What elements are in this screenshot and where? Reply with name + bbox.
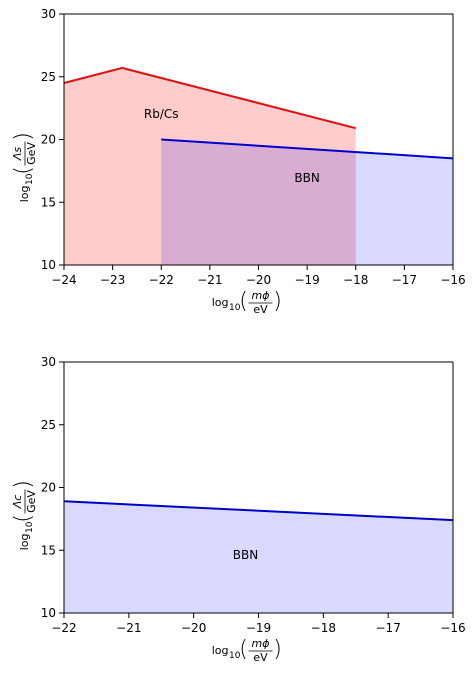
- region-label-rb-cs: Rb/Cs: [144, 107, 179, 121]
- axis-label-paren-left: (: [11, 166, 36, 175]
- axis-label-subscript: 10: [229, 651, 241, 661]
- axis-label-paren-right: ): [273, 289, 282, 314]
- x-tick-label: −22: [51, 621, 76, 635]
- x-tick-label: −19: [246, 621, 271, 635]
- x-tick-label: −24: [51, 273, 76, 287]
- line-bbn: [161, 138, 454, 160]
- axis-label-numerator: Λs: [11, 147, 24, 162]
- x-tick-label: −17: [376, 621, 401, 635]
- y-tick-label: 15: [41, 195, 56, 209]
- y-tick-label: 20: [41, 133, 56, 147]
- x-tick-label: −16: [440, 273, 465, 287]
- y-tick-label: 15: [41, 543, 56, 557]
- y-tick-label: 25: [41, 418, 56, 432]
- axis-label-prefix: log: [212, 644, 229, 657]
- y-tick-label: 20: [41, 481, 56, 495]
- area-bbn: [64, 501, 453, 613]
- axis-label-paren-right: ): [11, 480, 36, 489]
- axis-label-prefix: log: [18, 534, 31, 551]
- area-bbn: [161, 139, 453, 265]
- x-tick-label: −23: [100, 273, 125, 287]
- axis-label-subscript: 10: [25, 173, 35, 185]
- axis-label-paren-left: (: [11, 514, 36, 523]
- x-tick-label: −21: [197, 273, 222, 287]
- x-tick-label: −21: [116, 621, 141, 635]
- axis-label-paren-left: (: [239, 289, 248, 314]
- x-tick-label: −22: [149, 273, 174, 287]
- axis-label-paren-left: (: [239, 637, 248, 662]
- y-tick-label: 30: [41, 355, 56, 369]
- axis-label-denominator: eV: [253, 303, 268, 316]
- region-label-bbn: BBN: [233, 548, 258, 562]
- area-rb-cs: [64, 67, 356, 265]
- axis-label-numerator: mϕ: [252, 289, 270, 302]
- chart-panel-1: Rb/Cs BBN −24 −23 −22 −21 −20 −19 −18 −17 −16 10 15 2…: [11, 7, 466, 316]
- x-tick-label: −19: [294, 273, 319, 287]
- x-tick-label: −20: [181, 621, 206, 635]
- axis-label-denominator: GeV: [25, 490, 38, 513]
- axis-label-paren-right: ): [273, 637, 282, 662]
- x-tick-label: −18: [343, 273, 368, 287]
- axis-label-numerator: mϕ: [252, 637, 270, 650]
- axis-label-prefix: log: [18, 186, 31, 203]
- y-tick-label: 10: [41, 606, 56, 620]
- region-label-bbn: BBN: [294, 171, 319, 185]
- x-tick-label: −18: [311, 621, 336, 635]
- axis-label-prefix: log: [212, 296, 229, 309]
- y-tick-label: 10: [41, 258, 56, 272]
- axis-label-subscript: 10: [25, 521, 35, 533]
- x-tick-label: −17: [392, 273, 417, 287]
- axis-label-numerator: Λc: [11, 495, 24, 510]
- y-tick-label: 25: [41, 70, 56, 84]
- axis-label-subscript: 10: [229, 303, 241, 313]
- axis-label-denominator: GeV: [25, 142, 38, 165]
- x-tick-label: −16: [440, 621, 465, 635]
- axis-label-paren-right: ): [11, 132, 36, 141]
- y-tick-label: 30: [41, 7, 56, 21]
- line-bbn: [63, 500, 454, 522]
- x-tick-label: −20: [246, 273, 271, 287]
- axis-label-denominator: eV: [253, 651, 268, 664]
